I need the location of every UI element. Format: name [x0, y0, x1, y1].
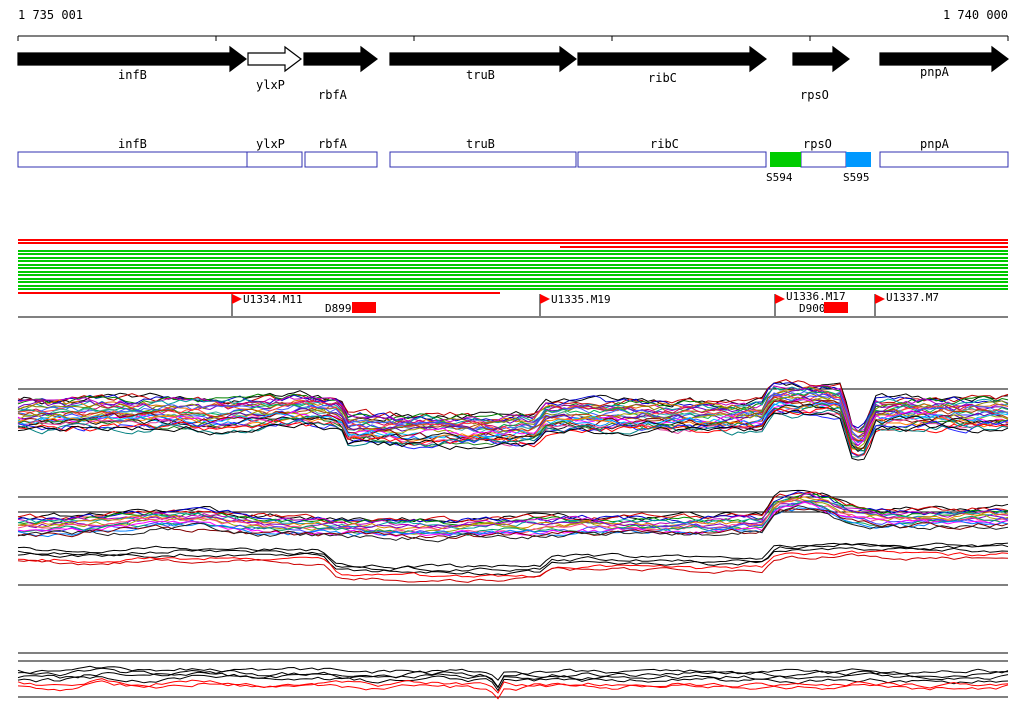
expression-profile-middle	[17, 489, 1009, 586]
transcript-line-track	[18, 239, 1008, 294]
feature-box-S594[interactable]	[770, 152, 801, 167]
gene-box-pnpA[interactable]	[879, 151, 1009, 168]
profile-line	[17, 491, 1009, 524]
expression-profile-upper	[17, 379, 1009, 461]
profile-line	[17, 665, 1009, 681]
marker-box-D899[interactable]: D899	[325, 302, 376, 315]
expression-profile-lower	[17, 652, 1009, 700]
gene-box-rpsO[interactable]	[800, 151, 847, 168]
marker-label: D900	[799, 302, 826, 315]
profile-line	[17, 547, 1009, 576]
profile-line	[17, 680, 1009, 700]
gene-label-infB: infB	[118, 68, 147, 82]
marker-label: U1336.M17	[786, 290, 846, 303]
marker-label: U1337.M7	[886, 291, 939, 304]
gene-box-track: infB ylxP rbfA truB ribC rpsO pnpA S594 S595	[17, 137, 1009, 184]
profile-line	[17, 403, 1009, 453]
gene-box-label-ribC: ribC	[650, 137, 679, 151]
feature-label-S594: S594	[766, 171, 793, 184]
gene-arrow-ribC[interactable]	[577, 45, 767, 73]
gene-arrow-track: infB ylxP rbfA truB ribC rpsO pnpA	[17, 45, 1009, 102]
profile-line	[17, 667, 1009, 689]
flag-icon	[540, 294, 550, 304]
profile-line	[17, 542, 1009, 573]
gene-box-label-infB: infB	[118, 137, 147, 151]
profile-line	[17, 399, 1009, 446]
gene-box-label-pnpA: pnpA	[920, 137, 950, 151]
gene-box-infB[interactable]	[17, 151, 248, 168]
profile-line	[17, 674, 1009, 692]
profile-line	[17, 409, 1009, 461]
profile-line	[17, 391, 1009, 439]
flag-icon	[875, 294, 885, 304]
gene-box-label-rbfA: rbfA	[318, 137, 348, 151]
gene-box-ylxP[interactable]	[246, 151, 303, 168]
gene-label-ylxP: ylxP	[256, 78, 285, 92]
profile-line	[17, 671, 1009, 688]
marker-flag-U1335.M19[interactable]: U1335.M19	[539, 293, 611, 316]
marker-label: U1334.M11	[243, 293, 303, 306]
feature-box-S595[interactable]	[846, 152, 871, 167]
ruler-end-label: 1 740 000	[942, 8, 1008, 22]
profile-line	[17, 381, 1009, 432]
gene-label-rbfA: rbfA	[318, 88, 348, 102]
profile-line	[17, 409, 1009, 458]
gene-label-rpsO: rpsO	[800, 88, 829, 102]
profile-line	[17, 385, 1009, 432]
profile-line	[17, 553, 1009, 583]
profile-line	[17, 507, 1009, 538]
marker-track: U1334.M11 U1335.M19 U1336.M17 U1337.M7 D899 D…	[18, 290, 1008, 318]
profile-line	[17, 678, 1009, 694]
marker-region-icon	[824, 302, 848, 313]
gene-arrow-rpsO[interactable]	[792, 45, 850, 73]
gene-arrow-infB[interactable]	[17, 45, 247, 73]
profile-line	[17, 508, 1009, 540]
gene-label-truB: truB	[466, 68, 495, 82]
gene-box-rbfA[interactable]	[304, 151, 378, 168]
ruler-track	[17, 35, 1009, 41]
gene-label-ribC: ribC	[648, 71, 677, 85]
gene-label-pnpA: pnpA	[920, 65, 950, 79]
profile-line	[17, 550, 1009, 578]
profile-line	[17, 505, 1009, 543]
gene-box-ribC[interactable]	[577, 151, 767, 168]
marker-flag-U1336.M17[interactable]: U1336.M17	[774, 290, 846, 316]
profile-line	[17, 497, 1009, 535]
flag-icon	[232, 294, 242, 304]
marker-label: U1335.M19	[551, 293, 611, 306]
feature-label-S595: S595	[843, 171, 870, 184]
gene-box-label-rpsO: rpsO	[803, 137, 832, 151]
flag-icon	[775, 294, 785, 304]
gene-box-label-ylxP: ylxP	[256, 137, 285, 151]
marker-label: D899	[325, 302, 352, 315]
ruler-start-label: 1 735 001	[18, 8, 84, 22]
gene-arrow-ylxP[interactable]	[247, 45, 302, 73]
gene-box-truB[interactable]	[389, 151, 577, 168]
marker-flag-U1337.M7[interactable]: U1337.M7	[874, 291, 939, 316]
marker-box-D900[interactable]: D900	[799, 302, 848, 315]
marker-region-icon	[352, 302, 376, 313]
marker-flag-U1334.M11[interactable]: U1334.M11	[231, 293, 303, 316]
gene-arrow-rbfA[interactable]	[303, 45, 378, 73]
gene-arrow-truB[interactable]	[389, 45, 577, 73]
gene-arrow-pnpA[interactable]	[879, 45, 1009, 73]
gene-box-label-truB: truB	[466, 137, 495, 151]
